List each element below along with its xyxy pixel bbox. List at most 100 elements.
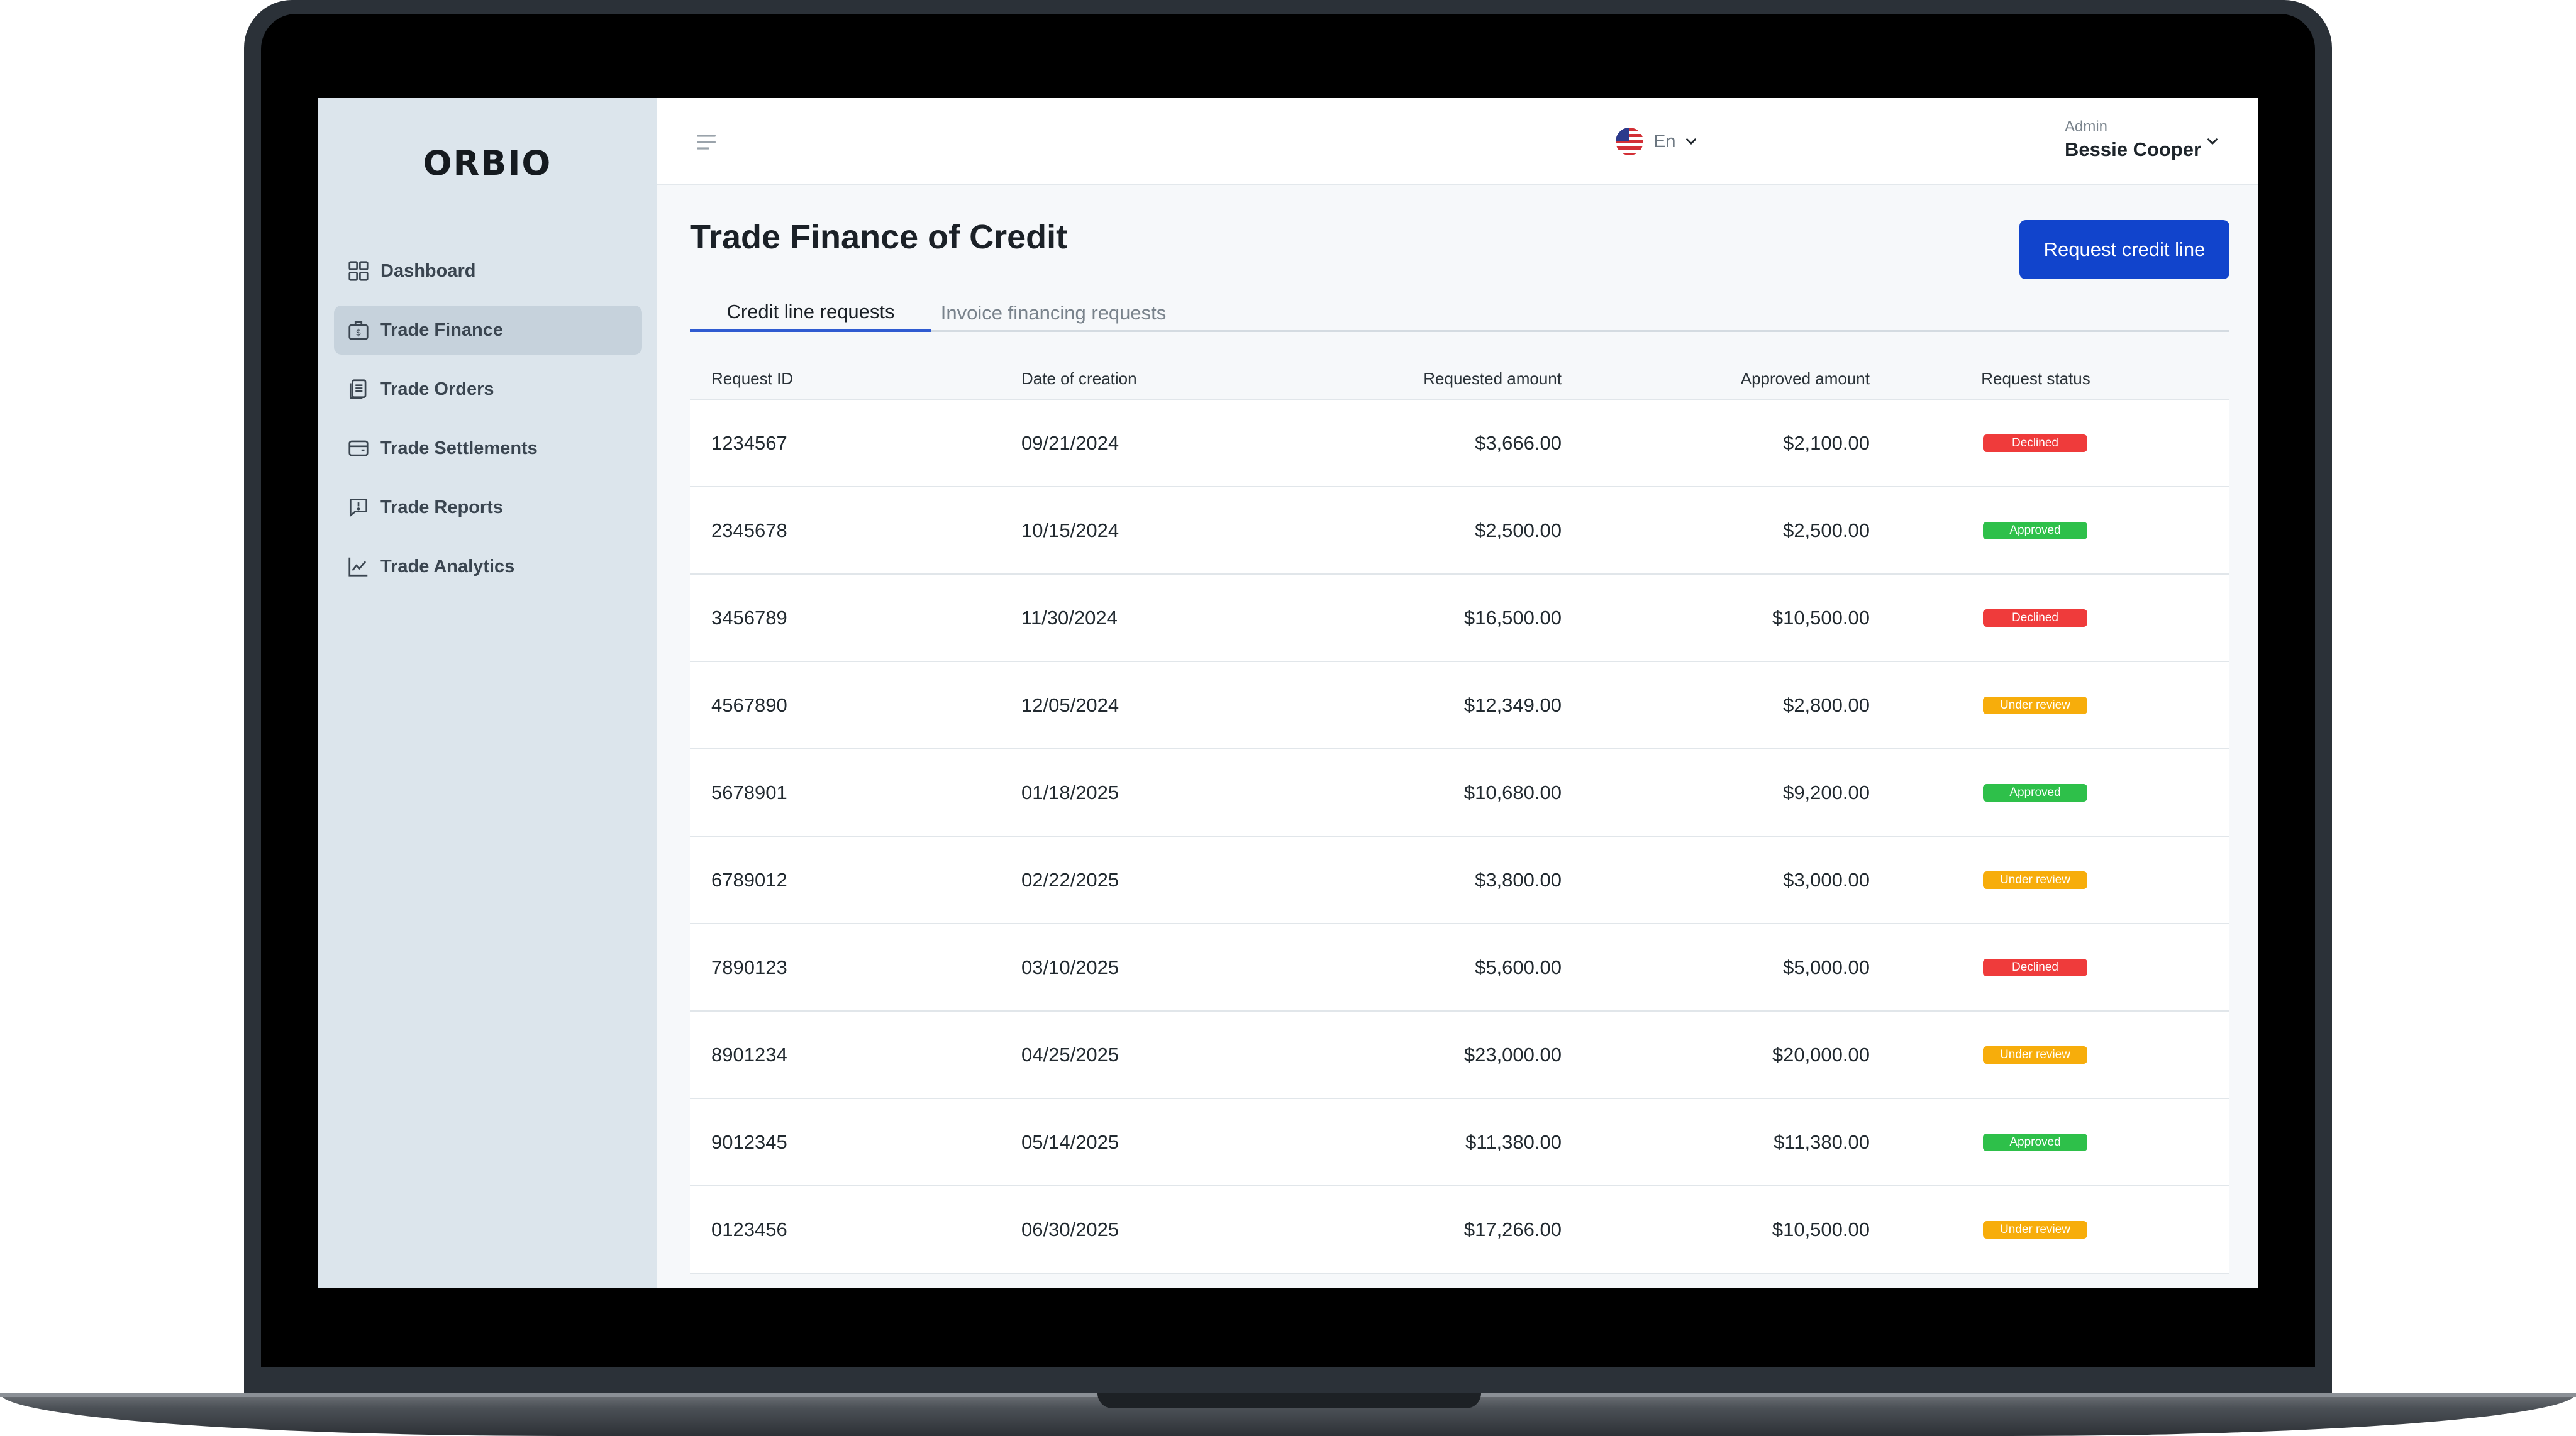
cell-date: 11/30/2024 bbox=[1021, 606, 1118, 629]
page-title: Trade Finance of Credit bbox=[690, 218, 1068, 256]
cell-requested-amount: $3,666.00 bbox=[1475, 431, 1562, 454]
status-badge: Under review bbox=[1983, 697, 2087, 714]
cell-request-id: 5678901 bbox=[711, 781, 787, 804]
cell-date: 12/05/2024 bbox=[1021, 693, 1119, 716]
cell-requested-amount: $17,266.00 bbox=[1463, 1218, 1562, 1240]
hamburger-icon[interactable] bbox=[694, 130, 719, 155]
cell-approved-amount: $10,500.00 bbox=[1772, 606, 1870, 629]
laptop-notch bbox=[1097, 1393, 1481, 1408]
cell-requested-amount: $16,500.00 bbox=[1463, 606, 1562, 629]
cell-request-id: 2345678 bbox=[711, 519, 787, 541]
cell-date: 06/30/2025 bbox=[1021, 1218, 1119, 1240]
table-row[interactable]: 1234567 09/21/2024 $3,666.00 $2,100.00 Decli… bbox=[690, 400, 2229, 487]
table-row[interactable]: 3456789 11/30/2024 $16,500.00 $10,500.00 Dec… bbox=[690, 575, 2229, 662]
status-badge: Under review bbox=[1983, 1046, 2087, 1064]
column-header-approved-amount[interactable]: Approved amount bbox=[1740, 368, 1870, 388]
grid-icon bbox=[345, 258, 372, 284]
chevron-down-icon[interactable] bbox=[2204, 133, 2221, 150]
money-bag-icon: $ bbox=[345, 317, 372, 343]
cell-date: 03/10/2025 bbox=[1021, 956, 1119, 978]
us-flag-icon bbox=[1616, 128, 1643, 155]
column-header-request-id[interactable]: Request ID bbox=[711, 368, 794, 388]
cell-date: 05/14/2025 bbox=[1021, 1130, 1119, 1153]
sidebar-item-trade-settlements[interactable]: Trade Settlements bbox=[334, 424, 642, 473]
sidebar-item-trade-orders[interactable]: Trade Orders bbox=[334, 365, 642, 414]
sidebar-item-trade-analytics[interactable]: Trade Analytics bbox=[334, 542, 642, 591]
cell-request-id: 6789012 bbox=[711, 868, 787, 891]
cell-request-id: 4567890 bbox=[711, 693, 787, 716]
cell-approved-amount: $11,380.00 bbox=[1774, 1130, 1870, 1153]
table-header: Request ID Date of creation Requested am… bbox=[690, 357, 2229, 400]
svg-text:$: $ bbox=[355, 328, 361, 338]
column-header-request-status[interactable]: Request status bbox=[1981, 368, 2090, 388]
chevron-down-icon bbox=[1683, 133, 1699, 150]
table-row[interactable]: 4567890 12/05/2024 $12,349.00 $2,800.00 Unde… bbox=[690, 662, 2229, 749]
sidebar-item-label: Trade Analytics bbox=[380, 556, 515, 577]
cell-approved-amount: $5,000.00 bbox=[1783, 956, 1870, 978]
sidebar-item-dashboard[interactable]: Dashboard bbox=[334, 246, 642, 295]
cell-approved-amount: $2,800.00 bbox=[1783, 693, 1870, 716]
cell-requested-amount: $2,500.00 bbox=[1475, 519, 1562, 541]
cell-request-id: 8901234 bbox=[711, 1043, 787, 1066]
table-body: 1234567 09/21/2024 $3,666.00 $2,100.00 Decli… bbox=[690, 400, 2229, 1274]
cell-date: 10/15/2024 bbox=[1021, 519, 1119, 541]
cell-requested-amount: $5,600.00 bbox=[1475, 956, 1562, 978]
language-label: En bbox=[1653, 131, 1676, 152]
table-row[interactable]: 8901234 04/25/2025 $23,000.00 $20,000.00 Und… bbox=[690, 1012, 2229, 1099]
line-chart-icon bbox=[345, 553, 372, 580]
table-row[interactable]: 5678901 01/18/2025 $10,680.00 $9,200.00 Appr… bbox=[690, 749, 2229, 837]
status-badge: Approved bbox=[1983, 784, 2087, 802]
table-row[interactable]: 9012345 05/14/2025 $11,380.00 $11,380.00 App… bbox=[690, 1099, 2229, 1186]
tab-bar: Credit line requests Invoice financing r… bbox=[690, 294, 2229, 332]
cell-approved-amount: $9,200.00 bbox=[1783, 781, 1870, 804]
column-header-date[interactable]: Date of creation bbox=[1021, 368, 1137, 388]
user-role: Admin bbox=[2065, 118, 2108, 135]
status-badge: Approved bbox=[1983, 522, 2087, 539]
sidebar-item-trade-finance[interactable]: $ Trade Finance bbox=[334, 306, 642, 355]
table-row[interactable]: 2345678 10/15/2024 $2,500.00 $2,500.00 Appro… bbox=[690, 487, 2229, 575]
cell-request-id: 1234567 bbox=[711, 431, 787, 454]
report-alert-icon bbox=[345, 494, 372, 521]
cell-date: 04/25/2025 bbox=[1021, 1043, 1119, 1066]
column-header-requested-amount[interactable]: Requested amount bbox=[1423, 368, 1562, 388]
sidebar-item-label: Trade Settlements bbox=[380, 438, 538, 458]
status-badge: Under review bbox=[1983, 871, 2087, 889]
status-badge: Declined bbox=[1983, 959, 2087, 976]
top-bar: En Admin Bessie Cooper bbox=[657, 98, 2258, 185]
cell-date: 01/18/2025 bbox=[1021, 781, 1119, 804]
cell-requested-amount: $11,380.00 bbox=[1465, 1130, 1562, 1153]
sidebar-item-label: Trade Orders bbox=[380, 378, 494, 399]
cell-requested-amount: $3,800.00 bbox=[1475, 868, 1562, 891]
sidebar-item-label: Trade Finance bbox=[380, 319, 504, 340]
brand-logo[interactable]: ORBIO bbox=[423, 143, 552, 183]
status-badge: Approved bbox=[1983, 1134, 2087, 1151]
credit-requests-table: Request ID Date of creation Requested am… bbox=[690, 357, 2229, 1274]
sidebar-item-label: Dashboard bbox=[380, 260, 476, 281]
user-menu[interactable]: Admin Bessie Cooper bbox=[2065, 118, 2228, 161]
app-screen: ORBIO Dashboard $ Trade Finance bbox=[318, 98, 2258, 1288]
table-row[interactable]: 7890123 03/10/2025 $5,600.00 $5,000.00 Decli… bbox=[690, 924, 2229, 1012]
status-badge: Under review bbox=[1983, 1221, 2087, 1239]
sidebar-item-label: Trade Reports bbox=[380, 497, 503, 517]
sidebar: ORBIO Dashboard $ Trade Finance bbox=[318, 98, 657, 1288]
table-row[interactable]: 0123456 06/30/2025 $17,266.00 $10,500.00 Und… bbox=[690, 1186, 2229, 1274]
request-credit-line-button[interactable]: Request credit line bbox=[2019, 220, 2229, 279]
cell-request-id: 7890123 bbox=[711, 956, 787, 978]
cell-request-id: 0123456 bbox=[711, 1218, 787, 1240]
cell-approved-amount: $2,500.00 bbox=[1783, 519, 1870, 541]
tab-credit-line-requests[interactable]: Credit line requests bbox=[690, 294, 931, 332]
cell-approved-amount: $20,000.00 bbox=[1772, 1043, 1870, 1066]
cell-approved-amount: $3,000.00 bbox=[1783, 868, 1870, 891]
cell-requested-amount: $10,680.00 bbox=[1463, 781, 1562, 804]
language-selector[interactable]: En bbox=[1616, 124, 1699, 158]
table-row[interactable]: 6789012 02/22/2025 $3,800.00 $3,000.00 Under… bbox=[690, 837, 2229, 924]
sidebar-item-trade-reports[interactable]: Trade Reports bbox=[334, 483, 642, 532]
tab-invoice-financing-requests[interactable]: Invoice financing requests bbox=[940, 302, 1167, 324]
cell-requested-amount: $12,349.00 bbox=[1463, 693, 1562, 716]
cell-requested-amount: $23,000.00 bbox=[1463, 1043, 1562, 1066]
cell-date: 02/22/2025 bbox=[1021, 868, 1119, 891]
cell-date: 09/21/2024 bbox=[1021, 431, 1119, 454]
cell-approved-amount: $10,500.00 bbox=[1772, 1218, 1870, 1240]
status-badge: Declined bbox=[1983, 434, 2087, 452]
cell-approved-amount: $2,100.00 bbox=[1783, 431, 1870, 454]
